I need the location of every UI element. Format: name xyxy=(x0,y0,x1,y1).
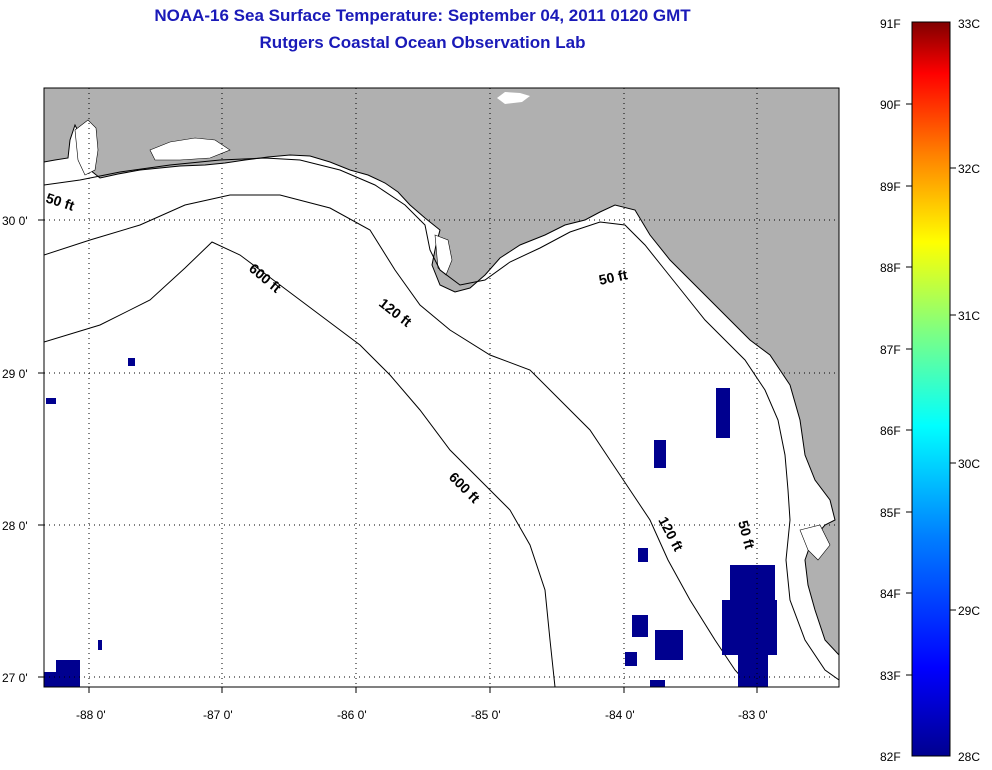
colorbar-f-label: 85F xyxy=(880,506,901,520)
colorbar-ticks xyxy=(906,103,956,676)
bay-west xyxy=(74,119,99,176)
contour-50ft xyxy=(44,157,839,681)
colorbar-f-label: 86F xyxy=(880,424,901,438)
colorbar-f-label: 89F xyxy=(880,180,901,194)
lat-label: 27 0' xyxy=(2,671,28,685)
lon-label: -85 0' xyxy=(471,708,501,722)
colorbar xyxy=(911,21,951,757)
axis-ticks xyxy=(38,219,758,693)
colorbar-c-label: 32C xyxy=(958,162,980,176)
lat-label: 30 0' xyxy=(2,214,28,228)
land-mass xyxy=(44,88,839,656)
contour-120ft xyxy=(44,194,751,687)
colorbar-f-label: 82F xyxy=(880,750,901,764)
colorbar-f-label: 90F xyxy=(880,98,901,112)
lat-label: 29 0' xyxy=(2,367,28,381)
contour-600ft xyxy=(44,241,556,687)
map-subtitle: Rutgers Coastal Ocean Observation Lab xyxy=(259,33,586,52)
colorbar-c-label: 28C xyxy=(958,750,980,764)
lon-label: -88 0' xyxy=(76,708,106,722)
colorbar-f-label: 91F xyxy=(880,17,901,31)
inland-water xyxy=(497,92,530,104)
colorbar-f-label: 87F xyxy=(880,343,901,357)
sst-patches xyxy=(44,358,777,687)
lon-label: -84 0' xyxy=(605,708,635,722)
contour-label-50-south: 50 ft xyxy=(735,519,758,551)
colorbar-c-label: 33C xyxy=(958,17,980,31)
colorbar-f-label: 84F xyxy=(880,587,901,601)
bay-east xyxy=(434,234,453,276)
colorbar-c-label: 31C xyxy=(958,309,980,323)
map-title: NOAA-16 Sea Surface Temperature: Septemb… xyxy=(154,6,691,25)
colorbar-f-label: 88F xyxy=(880,261,901,275)
colorbar-f-label: 83F xyxy=(880,669,901,683)
lat-label: 28 0' xyxy=(2,519,28,533)
lon-label: -86 0' xyxy=(337,708,367,722)
lon-label: -83 0' xyxy=(738,708,768,722)
colorbar-c-label: 29C xyxy=(958,604,980,618)
bay-south xyxy=(799,524,831,561)
map-frame xyxy=(43,87,840,688)
contour-label-50-east: 50 ft xyxy=(597,266,629,288)
bay-mid xyxy=(149,137,231,161)
lon-label: -87 0' xyxy=(203,708,233,722)
colorbar-c-label: 30C xyxy=(958,457,980,471)
